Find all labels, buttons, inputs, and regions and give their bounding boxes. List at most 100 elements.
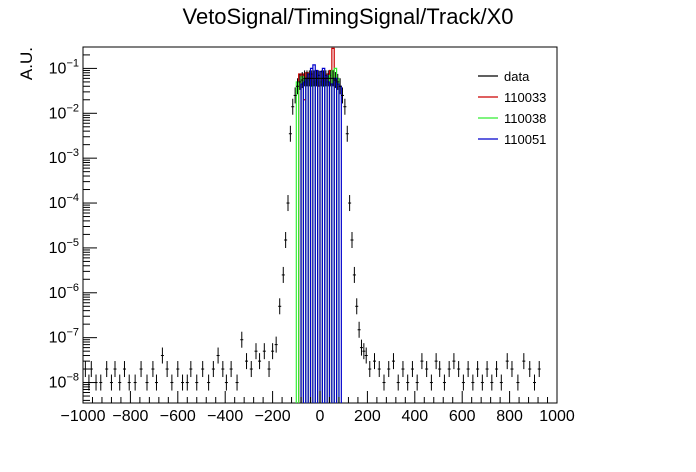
x-tick-label: 1000 — [539, 408, 575, 425]
y-tick-label: 10−7 — [49, 327, 79, 347]
legend-entry-110051: 110051 — [478, 132, 546, 147]
data-point — [355, 298, 359, 315]
data-point — [278, 298, 282, 315]
data-point — [221, 361, 225, 378]
histogram-110051 — [300, 64, 342, 403]
data-point — [122, 361, 126, 378]
data-point — [343, 98, 347, 115]
data-point — [89, 361, 93, 378]
data-point — [461, 374, 465, 391]
data-point — [490, 374, 494, 391]
data-point — [364, 347, 368, 364]
legend-label: 110033 — [504, 90, 546, 105]
data-point — [300, 72, 304, 89]
histogram-layer — [295, 47, 342, 403]
data-point — [528, 361, 532, 378]
x-tick-label: −1000 — [61, 408, 106, 425]
data-point — [516, 374, 520, 391]
data-point — [139, 361, 143, 378]
legend: data 110033 110038 110051 — [478, 69, 546, 147]
data-point — [274, 336, 278, 353]
data-point — [165, 361, 169, 378]
data-point — [262, 343, 266, 360]
chart-title: VetoSignal/TimingSignal/Track/X0 — [183, 4, 514, 29]
data-point — [466, 361, 470, 378]
data-point — [382, 374, 386, 391]
x-tick-label: −200 — [255, 408, 291, 425]
data-point — [373, 353, 377, 370]
data-point — [357, 321, 361, 338]
data-point — [471, 374, 475, 391]
data-point — [195, 374, 199, 391]
data-point — [345, 125, 349, 142]
data-point — [348, 195, 352, 212]
data-point — [480, 374, 484, 391]
data-point — [245, 353, 249, 370]
data-point — [406, 374, 410, 391]
data-point — [99, 374, 103, 391]
x-tick-label: 0 — [316, 408, 325, 425]
x-tick-label: −600 — [160, 408, 196, 425]
legend-label: 110051 — [504, 132, 546, 147]
y-tick-label: 10−4 — [49, 192, 79, 212]
data-point — [118, 374, 122, 391]
data-point — [368, 361, 372, 378]
data-point — [293, 87, 297, 104]
data-point — [429, 374, 433, 391]
data-points-layer — [83, 70, 541, 391]
x-tick-label: −400 — [207, 408, 243, 425]
data-point — [201, 361, 205, 378]
y-axis-label: A.U. — [17, 47, 36, 80]
data-point — [476, 361, 480, 378]
legend-entry-110033: 110033 — [478, 90, 546, 105]
data-point — [240, 331, 244, 348]
data-point — [288, 125, 292, 142]
data-point — [442, 374, 446, 391]
data-point — [401, 361, 405, 378]
data-point — [333, 72, 337, 89]
data-point — [336, 73, 340, 90]
data-point — [510, 361, 514, 378]
data-point — [457, 361, 461, 378]
data-point — [189, 361, 193, 378]
data-point — [522, 353, 526, 370]
data-point — [341, 87, 345, 104]
legend-entry-data: data — [478, 69, 530, 84]
data-point — [207, 374, 211, 391]
x-tick-label: 600 — [449, 408, 476, 425]
data-point — [485, 361, 489, 378]
data-point — [495, 361, 499, 378]
data-point — [505, 353, 509, 370]
y-tick-label: 10−3 — [49, 147, 79, 167]
data-point — [216, 347, 220, 364]
y-axis: 10−8 10−7 10−6 10−5 10−4 10−3 10−2 10−1 — [49, 54, 97, 401]
data-point — [410, 361, 414, 378]
data-point — [235, 374, 239, 391]
data-point — [295, 78, 299, 95]
legend-label: 110038 — [504, 111, 546, 126]
data-point — [434, 353, 438, 370]
data-point — [338, 78, 342, 95]
legend-entry-110038: 110038 — [478, 111, 546, 126]
data-point — [420, 353, 424, 370]
data-point — [387, 361, 391, 378]
data-point — [499, 374, 503, 391]
data-point — [127, 374, 131, 391]
data-point — [185, 374, 189, 391]
data-point — [415, 374, 419, 391]
data-point — [133, 374, 137, 391]
data-point — [109, 374, 113, 391]
data-point — [298, 73, 302, 90]
data-point — [438, 361, 442, 378]
data-point — [224, 374, 228, 391]
data-point — [331, 70, 335, 87]
y-tick-label: 10−6 — [49, 282, 79, 302]
legend-label: data — [504, 69, 530, 84]
data-point — [113, 361, 117, 378]
data-point — [377, 361, 381, 378]
data-point — [447, 361, 451, 378]
data-point — [181, 374, 185, 391]
data-point — [396, 374, 400, 391]
data-point — [258, 353, 262, 370]
